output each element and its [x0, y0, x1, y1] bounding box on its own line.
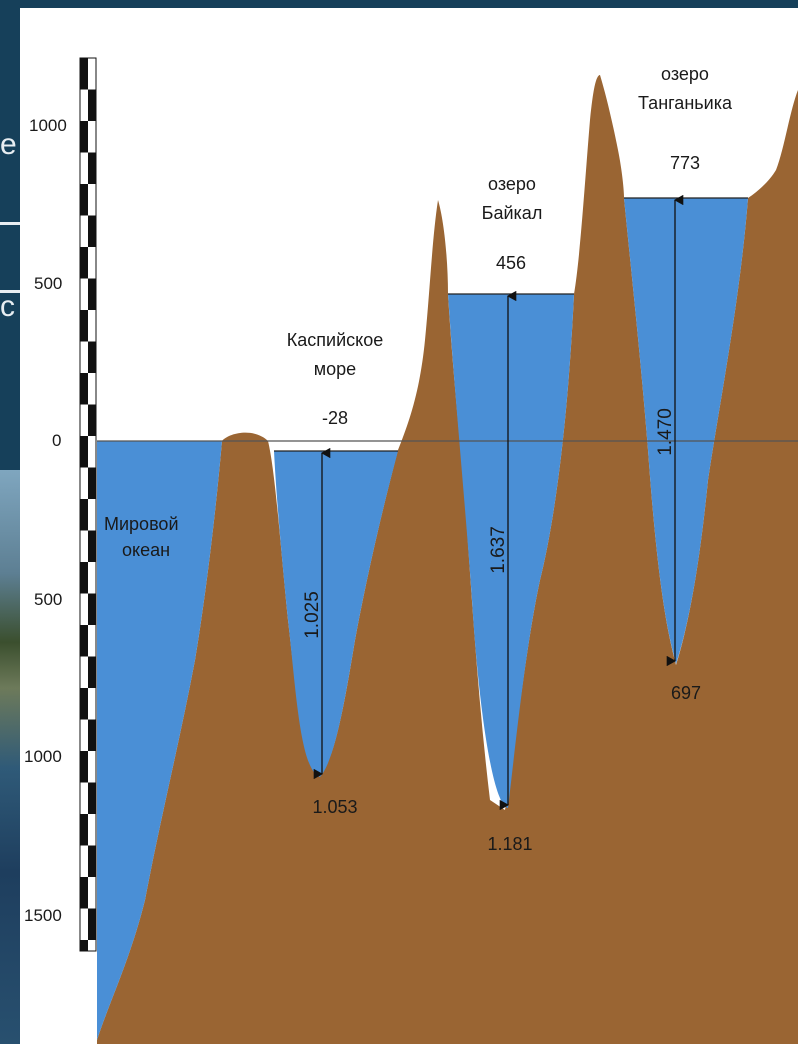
scale-bar-segment	[80, 751, 88, 783]
scale-bar-segment	[88, 656, 96, 688]
scale-bar-segment	[80, 562, 88, 594]
caspian-name-line2: море	[314, 359, 356, 379]
scale-bar-segment	[80, 940, 88, 951]
scale-bar-segment	[80, 688, 88, 720]
scale-label-500-up: 500	[34, 274, 62, 293]
tanganyika-bottom-level: 697	[671, 683, 701, 703]
tanganyika-name-line1: озеро	[661, 64, 709, 84]
scale-bar-segment	[80, 877, 88, 909]
scale-label-500-down: 500	[34, 590, 62, 609]
scale-bar-segment	[80, 625, 88, 657]
scale-bar-segment	[88, 782, 96, 814]
scale-bar-segment	[88, 404, 96, 436]
scale-bar-segment	[88, 845, 96, 877]
tanganyika-depth-value: 1.470	[655, 408, 676, 456]
caspian-depth-value: 1.025	[302, 591, 323, 639]
scale-label-0: 0	[52, 431, 61, 450]
background-divider-2	[0, 290, 24, 293]
tanganyika-name-line2: Танганьика	[638, 93, 733, 113]
caspian-bottom-level: 1.053	[312, 797, 357, 817]
scale-bar-segment	[88, 719, 96, 751]
scale-bar-segment	[80, 373, 88, 405]
scale-bar-segment	[80, 121, 88, 153]
scale-bar-segment	[88, 467, 96, 499]
scale-bar-segment	[80, 184, 88, 216]
scale-bar-segment	[80, 814, 88, 846]
scale-bar-segment	[80, 436, 88, 468]
slide-title-fragment-1: е	[0, 128, 17, 161]
scale-bar-segment	[80, 499, 88, 531]
background-divider	[0, 222, 24, 225]
caspian-water	[274, 451, 398, 777]
caspian-surface-level: -28	[322, 408, 348, 428]
scale-bar-segment	[80, 310, 88, 342]
depth-scale-bar	[79, 57, 97, 952]
scale-bar-segment	[88, 89, 96, 121]
scale-bar-segment	[88, 908, 96, 940]
tanganyika-water	[624, 198, 748, 664]
scale-bar-segment	[88, 530, 96, 562]
baikal-name-line1: озеро	[488, 174, 536, 194]
tanganyika-surface-level: 773	[670, 153, 700, 173]
ocean-water	[97, 441, 222, 1040]
ocean-name-line1: Мировой	[104, 514, 179, 534]
scale-bar-segment	[80, 58, 88, 90]
scale-label-1000-down: 1000	[24, 747, 62, 766]
scale-bar-segment	[80, 247, 88, 279]
land-terrain	[97, 75, 798, 1044]
scale-label-1500-down: 1500	[24, 906, 62, 925]
caspian-name-line1: Каспийское	[287, 330, 383, 350]
scale-bar-segment	[88, 215, 96, 247]
baikal-name-line2: Байкал	[482, 203, 543, 223]
baikal-surface-level: 456	[496, 253, 526, 273]
scale-bar-segment	[88, 278, 96, 310]
ocean-name-line2: океан	[122, 540, 170, 560]
scale-bar-segment	[88, 341, 96, 373]
slide-title-fragment-2: с	[0, 290, 15, 323]
baikal-depth-value: 1.637	[488, 526, 509, 574]
scale-bar-segment	[88, 152, 96, 184]
baikal-bottom-level: 1.181	[487, 834, 532, 854]
scale-bar-segment	[88, 593, 96, 625]
scale-label-1000-up: 1000	[29, 116, 67, 135]
